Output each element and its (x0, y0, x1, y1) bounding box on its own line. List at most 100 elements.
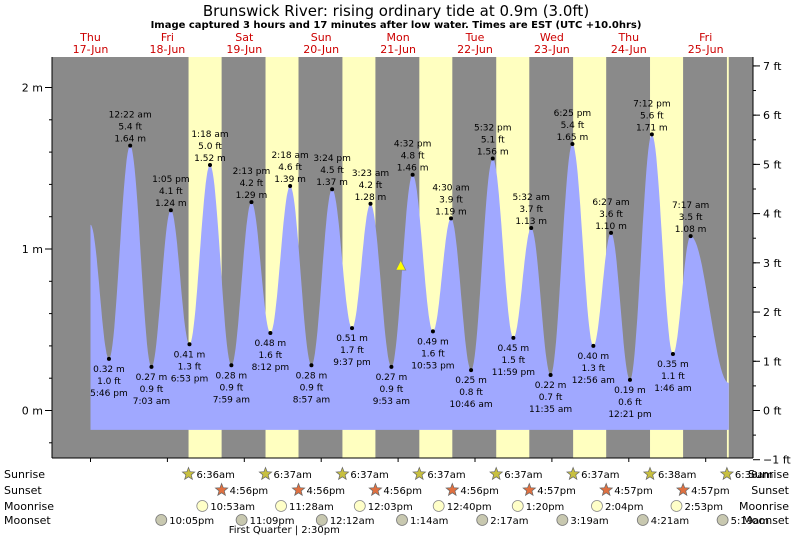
day-header-weekday: Sun (311, 31, 332, 44)
high-tide-feet: 3.6 ft (599, 210, 623, 220)
high-tide-time: 4:30 am (432, 183, 469, 193)
high-tide-metres: 1.71 m (636, 123, 668, 133)
day-header-weekday: Wed (540, 31, 564, 44)
row-label-left: Moonrise (4, 500, 54, 513)
sunrise-icon (565, 466, 581, 481)
sunset-time: 4:57pm (614, 486, 653, 497)
high-tide-metres: 1.19 m (435, 207, 467, 217)
sunrise-time: 6:38am (735, 470, 773, 481)
tide-curve (90, 134, 729, 430)
axes: 0 m 1 m 2 m −1 ft 0 ft 1 ft 2 ft 3 ft 4 ft 5 ft 6 … (22, 57, 791, 467)
left-tick-label: 2 m (22, 82, 43, 95)
low-tide-feet: 0.7 ft (539, 393, 563, 403)
sunset-icon (599, 482, 614, 497)
left-tick-label: 0 m (22, 405, 43, 418)
sunset-icon (522, 482, 537, 497)
low-tide-metres: 0.35 m (657, 360, 689, 370)
day-header-date: 19-Jun (226, 43, 262, 56)
low-tide-metres: 0.41 m (174, 350, 206, 360)
moonset-icon (716, 514, 729, 526)
low-tide-time: 8:12 pm (252, 363, 290, 373)
sunrise-icon (642, 466, 658, 481)
high-tide-time: 3:24 pm (313, 154, 351, 164)
low-tide-metres: 0.45 m (498, 344, 530, 354)
low-tide-feet: 1.1 ft (661, 372, 685, 382)
extreme-point (591, 343, 596, 348)
day-header-date: 20-Jun (303, 43, 339, 56)
moonrise-time: 11:28am (289, 502, 334, 513)
high-tide-feet: 3.7 ft (519, 205, 543, 215)
moonset-icon (396, 514, 408, 526)
day-header-weekday: Tue (465, 31, 485, 44)
low-tide-feet: 1.6 ft (259, 351, 283, 361)
moonrise-time: 2:04pm (605, 502, 644, 513)
extreme-point (609, 230, 614, 235)
high-tide-feet: 5.4 ft (561, 121, 585, 131)
high-tide-metres: 1.13 m (515, 217, 547, 227)
low-tide-time: 6:53 pm (171, 374, 209, 384)
extreme-point (149, 364, 154, 369)
moonrise-icon (591, 500, 603, 512)
sunrise-time: 6:37am (581, 470, 619, 481)
extreme-point (469, 368, 474, 373)
extreme-point (670, 351, 675, 356)
low-tide-metres: 0.32 m (93, 365, 125, 375)
extreme-point (187, 342, 192, 347)
day-header-date: 21-Jun (380, 43, 416, 56)
extreme-point (490, 156, 495, 161)
sunrise-icon (335, 466, 350, 481)
low-tide-feet: 0.9 ft (220, 383, 244, 393)
sunset-icon (368, 482, 383, 497)
low-tide-metres: 0.28 m (216, 371, 248, 381)
moonset-icon (235, 514, 248, 526)
low-tide-time: 8:57 am (293, 395, 330, 405)
right-tick-label: −1 ft (763, 454, 791, 467)
low-tide-metres: 0.51 m (336, 334, 368, 344)
high-tide-metres: 1.37 m (316, 178, 348, 188)
moonset-icon (315, 514, 328, 526)
extreme-point (529, 226, 534, 231)
extreme-point (410, 172, 415, 177)
high-tide-metres: 1.08 m (675, 225, 707, 235)
high-tide-metres: 1.64 m (114, 135, 146, 145)
high-tide-metres: 1.52 m (194, 154, 226, 164)
right-tick-label: 0 ft (763, 405, 782, 418)
low-tide-feet: 1.5 ft (502, 356, 526, 366)
right-tick-label: 4 ft (763, 208, 782, 221)
sunset-time: 4:56pm (230, 486, 269, 497)
low-tide-time: 9:37 pm (333, 358, 371, 368)
low-tide-metres: 0.49 m (417, 337, 449, 347)
day-header-date: 17-Jun (73, 43, 109, 56)
high-tide-metres: 1.10 m (595, 222, 627, 232)
low-tide-time: 12:21 pm (608, 410, 651, 420)
high-tide-feet: 4.8 ft (401, 152, 425, 162)
sunrise-icon (181, 466, 196, 481)
extreme-point (168, 208, 173, 213)
high-tide-time: 1:18 am (191, 130, 228, 140)
day-header-weekday: Mon (386, 31, 409, 44)
low-tide-feet: 1.0 ft (97, 377, 121, 387)
day-header-weekday: Thu (617, 31, 639, 44)
high-tide-feet: 5.0 ft (198, 142, 222, 152)
extreme-point (548, 372, 553, 377)
high-tide-metres: 1.24 m (155, 199, 187, 209)
right-tick-label: 5 ft (763, 158, 782, 171)
low-tide-feet: 1.3 ft (178, 362, 202, 372)
moonset-time: 12:12am (330, 516, 375, 527)
high-tide-metres: 1.56 m (477, 148, 509, 158)
low-tide-feet: 0.9 ft (380, 385, 404, 395)
sunrise-time: 6:37am (504, 470, 542, 481)
moonrise-icon (353, 500, 366, 512)
sunset-icon (676, 482, 691, 497)
sunrise-time: 6:37am (274, 470, 312, 481)
low-tide-time: 11:59 pm (492, 368, 535, 378)
extreme-point (511, 335, 516, 340)
right-tick-label: 7 ft (763, 60, 782, 73)
high-tide-feet: 3.5 ft (679, 213, 703, 223)
low-tide-time: 7:03 am (133, 397, 170, 407)
high-tide-time: 2:13 pm (233, 167, 271, 177)
high-tide-time: 4:32 pm (394, 140, 432, 150)
high-tide-feet: 4.2 ft (359, 181, 383, 191)
day-header-date: 22-Jun (457, 43, 493, 56)
moonrise-icon (670, 500, 683, 512)
